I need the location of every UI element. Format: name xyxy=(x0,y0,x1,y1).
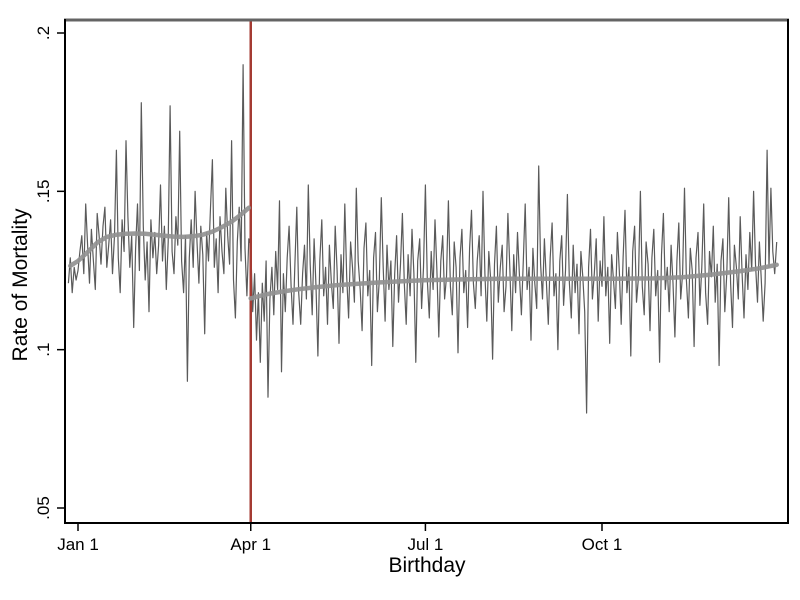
y-tick-label: .05 xyxy=(34,496,53,520)
x-tick-label: Oct 1 xyxy=(582,535,623,554)
x-axis-title: Birthday xyxy=(388,554,466,577)
x-tick-label: Jan 1 xyxy=(57,535,99,554)
lowess-smooth-post-apr1-line xyxy=(248,262,779,301)
y-tick-label: .15 xyxy=(34,180,53,204)
y-tick-label: .2 xyxy=(34,26,53,40)
y-axis-title: Rate of Mortality xyxy=(9,208,32,362)
x-tick-label: Apr 1 xyxy=(230,535,271,554)
y-tick-label: .1 xyxy=(34,343,53,357)
x-tick-label: Jul 1 xyxy=(407,535,443,554)
daily-mortality-line xyxy=(67,64,778,414)
lowess-smooth-pre-apr1-line xyxy=(68,205,252,269)
